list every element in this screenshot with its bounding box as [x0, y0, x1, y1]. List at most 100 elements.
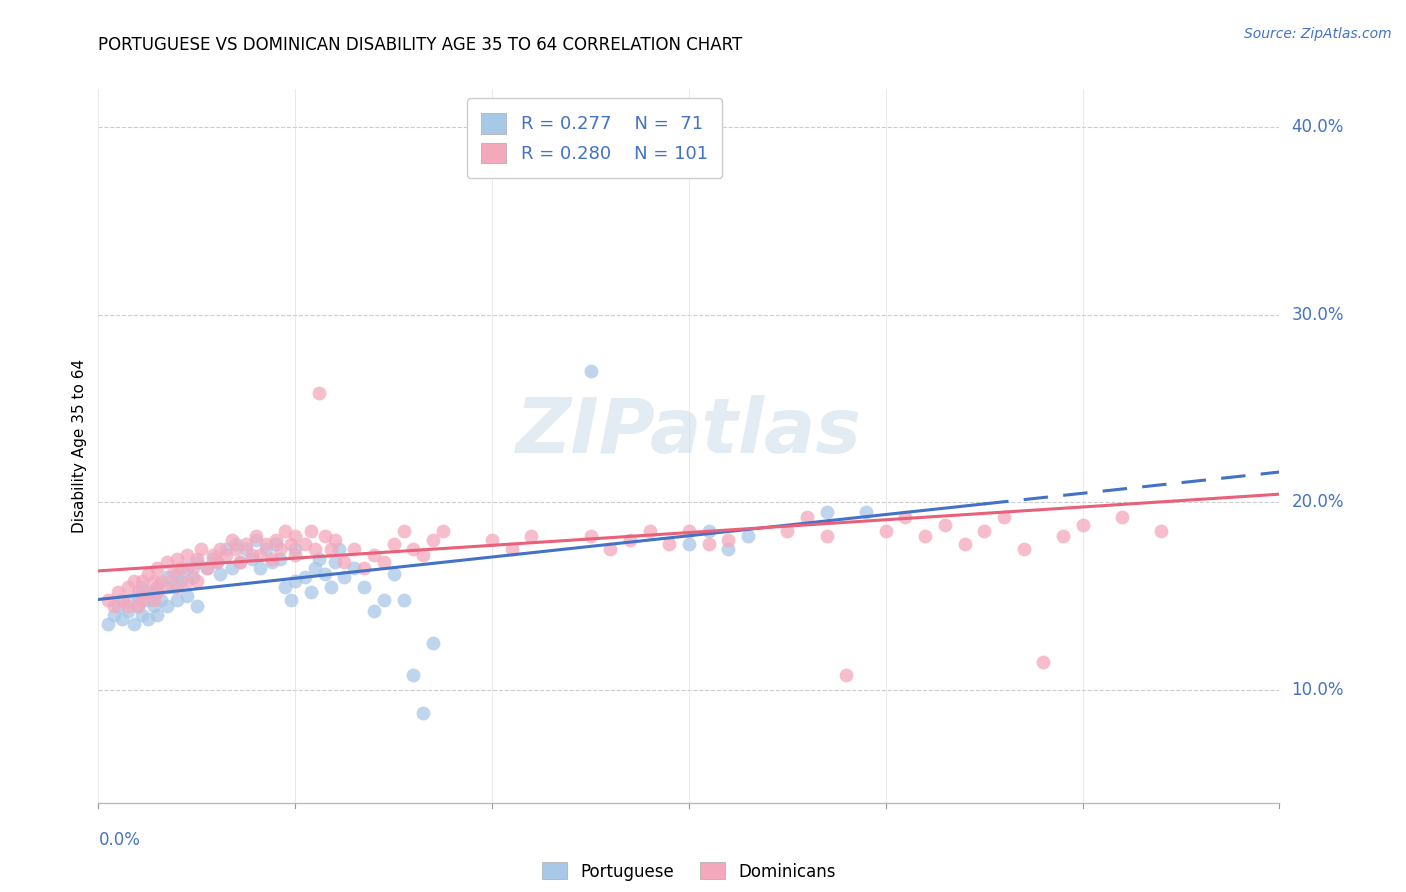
Point: [127, 599, 149, 613]
Y-axis label: Disability Age 35 to 64: Disability Age 35 to 64: [72, 359, 87, 533]
Point: [170, 561, 193, 575]
Point: [205, 556, 228, 570]
Point: [274, 524, 297, 538]
Point: [240, 548, 263, 562]
Point: [304, 561, 326, 575]
Point: [131, 580, 153, 594]
Point: [294, 570, 316, 584]
Point: [796, 510, 818, 524]
Point: [717, 542, 740, 557]
Point: [103, 607, 125, 622]
Point: [402, 542, 425, 557]
Point: [181, 570, 204, 584]
Point: [299, 585, 322, 599]
Point: [186, 574, 208, 589]
Point: [264, 533, 287, 547]
Point: [117, 593, 139, 607]
Point: [245, 533, 267, 547]
Point: [412, 706, 434, 720]
Point: [260, 551, 283, 566]
Point: [269, 542, 291, 557]
Point: [127, 599, 149, 613]
Legend: Portuguese, Dominicans: Portuguese, Dominicans: [536, 855, 842, 888]
Point: [284, 529, 307, 543]
Point: [107, 585, 129, 599]
Point: [678, 524, 700, 538]
Point: [274, 580, 297, 594]
Point: [107, 599, 129, 613]
Point: [201, 548, 224, 562]
Point: [1111, 510, 1133, 524]
Point: [156, 570, 179, 584]
Point: [363, 604, 385, 618]
Point: [166, 593, 188, 607]
Point: [235, 536, 257, 550]
Point: [142, 593, 165, 607]
Point: [201, 551, 224, 566]
Point: [209, 542, 232, 557]
Point: [323, 556, 346, 570]
Point: [111, 593, 134, 607]
Point: [328, 542, 350, 557]
Point: [319, 542, 342, 557]
Point: [156, 556, 179, 570]
Point: [142, 574, 165, 589]
Point: [382, 536, 405, 550]
Point: [392, 524, 415, 538]
Point: [323, 533, 346, 547]
Point: [1052, 529, 1074, 543]
Point: [914, 529, 936, 543]
Point: [412, 548, 434, 562]
Point: [245, 529, 267, 543]
Point: [432, 524, 454, 538]
Point: [579, 529, 602, 543]
Point: [190, 542, 212, 557]
Text: ZIPatlas: ZIPatlas: [516, 395, 862, 468]
Point: [373, 556, 395, 570]
Point: [131, 574, 153, 589]
Point: [186, 556, 208, 570]
Point: [111, 612, 134, 626]
Point: [678, 536, 700, 550]
Point: [225, 542, 247, 557]
Text: Source: ZipAtlas.com: Source: ZipAtlas.com: [1244, 27, 1392, 41]
Point: [392, 593, 415, 607]
Point: [638, 524, 661, 538]
Point: [162, 580, 184, 594]
Point: [215, 542, 238, 557]
Point: [894, 510, 917, 524]
Point: [973, 524, 995, 538]
Text: PORTUGUESE VS DOMINICAN DISABILITY AGE 35 TO 64 CORRELATION CHART: PORTUGUESE VS DOMINICAN DISABILITY AGE 3…: [98, 36, 742, 54]
Point: [181, 561, 204, 575]
Point: [150, 574, 173, 589]
Point: [314, 566, 336, 581]
Point: [166, 580, 188, 594]
Point: [136, 566, 159, 581]
Point: [333, 556, 356, 570]
Point: [170, 574, 193, 589]
Point: [1150, 524, 1173, 538]
Text: 40.0%: 40.0%: [1291, 118, 1344, 136]
Point: [156, 599, 179, 613]
Point: [186, 599, 208, 613]
Point: [117, 580, 139, 594]
Point: [117, 604, 139, 618]
Point: [658, 536, 681, 550]
Point: [501, 542, 523, 557]
Point: [142, 585, 165, 599]
Point: [1032, 655, 1054, 669]
Point: [195, 561, 218, 575]
Point: [835, 668, 858, 682]
Text: 30.0%: 30.0%: [1291, 306, 1344, 324]
Point: [249, 561, 271, 575]
Point: [254, 542, 277, 557]
Point: [363, 548, 385, 562]
Point: [249, 548, 271, 562]
Point: [205, 556, 228, 570]
Text: 10.0%: 10.0%: [1291, 681, 1344, 699]
Point: [953, 536, 976, 550]
Point: [343, 542, 366, 557]
Point: [697, 536, 720, 550]
Point: [599, 542, 621, 557]
Point: [1071, 517, 1094, 532]
